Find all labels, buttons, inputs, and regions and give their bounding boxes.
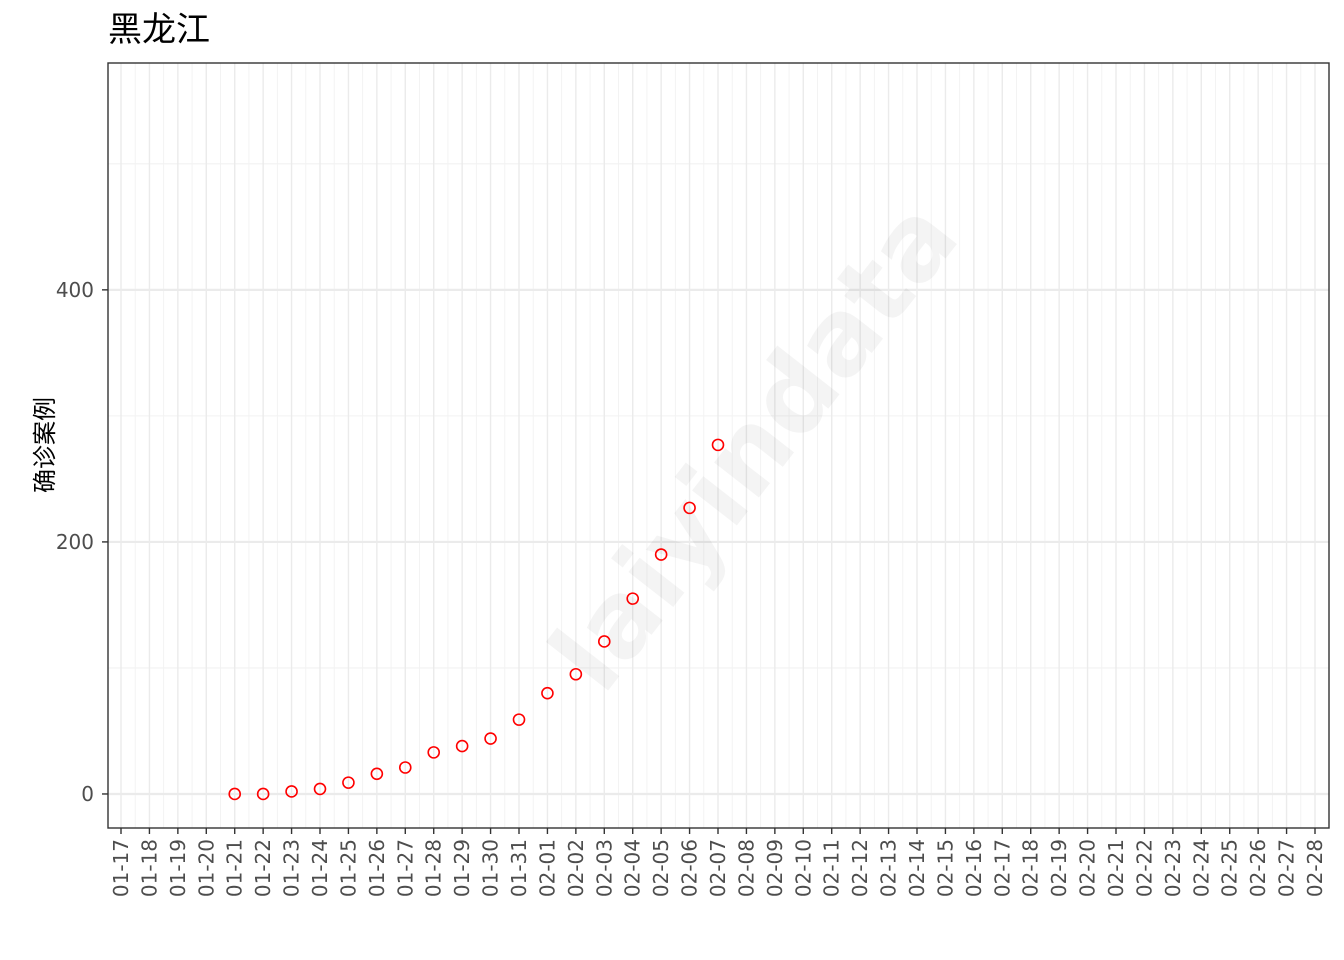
data-point <box>370 767 384 781</box>
x-tick-label: 02-18 <box>1019 839 1043 897</box>
x-tick-label: 02-08 <box>734 839 758 897</box>
chart-title: 黑龙江 <box>108 10 210 50</box>
data-point <box>711 438 725 452</box>
x-tick-label: 02-04 <box>621 839 645 897</box>
major-gridlines <box>108 63 1329 828</box>
y-axis: 0 200 400 <box>56 278 108 806</box>
data-point <box>256 787 270 801</box>
data-point <box>626 592 640 605</box>
x-tick-label: 01-24 <box>308 839 332 897</box>
x-tick-label: 02-25 <box>1218 839 1242 897</box>
x-tick-label: 01-18 <box>137 839 161 897</box>
x-tick-label: 02-01 <box>535 839 559 897</box>
x-tick-label: 02-05 <box>649 839 673 897</box>
x-tick-label: 02-21 <box>1104 839 1128 897</box>
x-tick-label: 02-23 <box>1161 839 1185 897</box>
x-tick-label: 02-22 <box>1132 839 1156 897</box>
x-tick-label: 02-16 <box>962 839 986 897</box>
data-point <box>654 548 668 561</box>
x-tick-label: 02-06 <box>678 839 702 897</box>
x-tick-label: 02-11 <box>820 839 844 897</box>
x-tick-label: 01-17 <box>109 839 133 897</box>
x-tick-label: 02-24 <box>1189 839 1213 897</box>
x-tick-label: 01-21 <box>223 839 247 897</box>
x-tick-label: 01-26 <box>365 839 389 897</box>
data-point <box>427 746 441 759</box>
x-tick-label: 01-30 <box>479 839 503 897</box>
x-tick-label: 01-29 <box>450 839 474 897</box>
data-point <box>597 635 611 648</box>
x-tick-label: 02-09 <box>763 839 787 897</box>
x-tick-label: 02-27 <box>1275 839 1299 897</box>
x-tick-label: 02-02 <box>564 839 588 897</box>
x-tick-label: 02-13 <box>877 839 901 897</box>
x-tick-label: 02-07 <box>706 839 730 897</box>
data-point <box>228 787 242 801</box>
x-tick-label: 02-14 <box>905 839 929 897</box>
y-tick-label: 200 <box>56 530 94 554</box>
data-point <box>512 713 526 726</box>
data-point <box>484 732 497 745</box>
x-tick-label: 01-27 <box>393 839 417 897</box>
x-tick-label: 02-12 <box>848 839 872 897</box>
x-axis: 01-17 01-18 01-19 01-20 01-21 01-22 01-23 01-24… <box>109 828 1327 897</box>
x-tick-label: 01-20 <box>194 839 218 897</box>
data-point <box>455 739 469 753</box>
x-tick-label: 02-19 <box>1047 839 1071 897</box>
data-point <box>398 761 412 774</box>
y-axis-title: 确诊案例 <box>31 397 59 493</box>
data-point <box>541 686 554 700</box>
x-tick-label: 01-31 <box>507 839 531 897</box>
minor-gridlines <box>108 63 1329 828</box>
data-point <box>285 785 298 798</box>
x-tick-label: 02-17 <box>990 839 1014 897</box>
x-tick-label: 01-25 <box>336 839 360 897</box>
data-point <box>342 776 355 789</box>
x-tick-label: 02-10 <box>791 839 815 897</box>
x-tick-label: 02-26 <box>1246 839 1270 897</box>
x-tick-label: 01-19 <box>166 839 190 897</box>
data-points <box>228 438 725 801</box>
x-tick-label: 02-03 <box>592 839 616 897</box>
x-tick-label: 01-22 <box>251 839 275 897</box>
y-tick-label: 400 <box>56 278 94 302</box>
x-tick-label: 02-28 <box>1303 839 1327 897</box>
data-point <box>313 782 327 796</box>
x-tick-label: 01-23 <box>280 839 304 897</box>
data-point <box>683 501 696 515</box>
y-tick-label: 0 <box>81 782 94 806</box>
data-point <box>569 667 583 681</box>
x-tick-label: 02-15 <box>933 839 957 897</box>
x-tick-label: 02-20 <box>1076 839 1100 897</box>
x-tick-label: 01-28 <box>422 839 446 897</box>
